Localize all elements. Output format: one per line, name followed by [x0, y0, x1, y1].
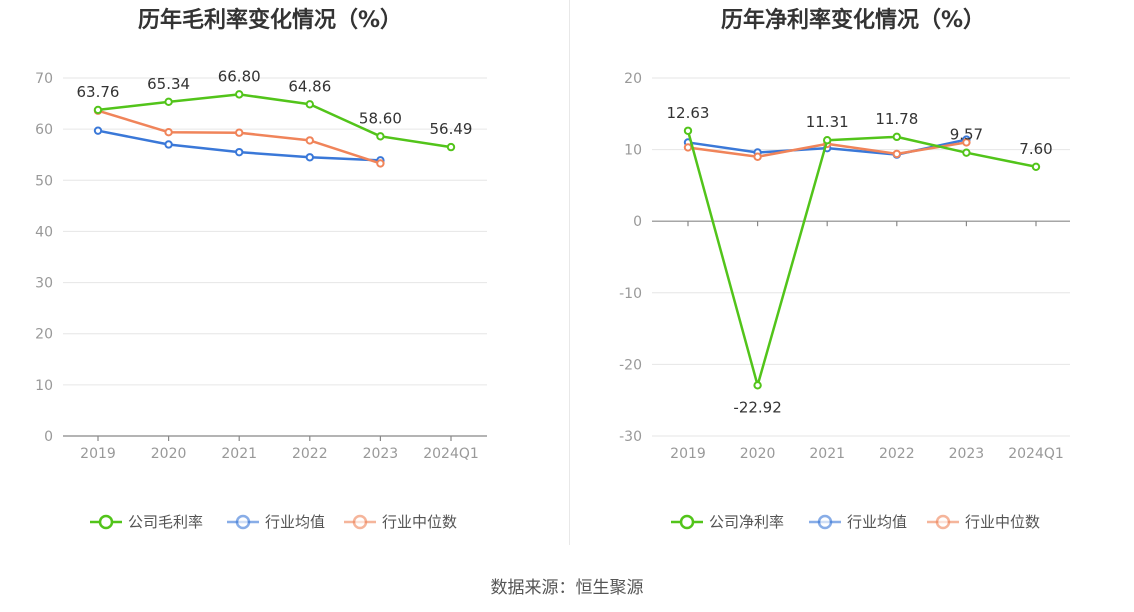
x-tick-label: 2023 — [949, 446, 985, 462]
legend-marker — [817, 514, 833, 530]
gross-margin-chart: 历年毛利率变化情况（%） 0 10 20 30 40 50 60 70 2019 2020 2021… — [35, 7, 487, 531]
data-point — [235, 128, 244, 137]
y-tick-label: 10 — [35, 378, 53, 394]
y-tick-label: 40 — [35, 224, 53, 240]
data-label: 64.86 — [288, 77, 331, 95]
y-tick-label: 20 — [35, 327, 53, 343]
y-tick-label: 0 — [44, 429, 53, 445]
legend-marker — [679, 514, 695, 530]
chart-title: 历年净利率变化情况（%） — [721, 7, 985, 33]
y-tick-label: 60 — [35, 122, 53, 138]
legend-marker — [235, 514, 251, 530]
x-tick-label: 2020 — [151, 446, 187, 462]
data-point — [962, 148, 971, 157]
legend-marker — [352, 514, 368, 530]
y-tick-label: 70 — [35, 71, 53, 87]
data-point — [962, 138, 971, 147]
panel-divider — [569, 0, 570, 545]
series-line — [97, 93, 452, 149]
data-point — [683, 143, 693, 152]
legend-label: 公司净利率 — [709, 513, 784, 531]
data-point — [164, 97, 173, 107]
legend-marker — [98, 514, 114, 530]
data-label: 9.57 — [950, 126, 983, 144]
x-tick-label: 2024Q1 — [1008, 446, 1064, 462]
data-point — [753, 381, 762, 390]
x-tick-label: 2019 — [670, 446, 706, 462]
legend-label: 行业中位数 — [382, 513, 457, 531]
data-point — [305, 136, 314, 145]
data-point — [376, 159, 385, 168]
y-tick-label: -20 — [619, 357, 642, 373]
y-tick-label: 30 — [35, 276, 53, 292]
data-label: 63.76 — [77, 83, 120, 101]
data-point — [164, 128, 173, 137]
y-tick-label: 50 — [35, 173, 53, 189]
data-point — [683, 126, 693, 135]
data-point — [376, 132, 385, 141]
x-tick-label: 2022 — [879, 446, 915, 462]
legend-label: 公司毛利率 — [128, 513, 203, 531]
chart-title: 历年毛利率变化情况（%） — [138, 7, 402, 33]
data-point — [892, 132, 901, 142]
data-label: 12.63 — [667, 104, 710, 122]
data-point — [305, 100, 314, 109]
data-point — [164, 140, 173, 149]
data-point — [93, 126, 103, 135]
legend-marker — [935, 514, 951, 530]
data-label: 58.60 — [359, 109, 402, 127]
data-point — [305, 153, 314, 162]
y-tick-label: 0 — [633, 214, 642, 230]
data-label: 65.34 — [147, 75, 190, 93]
data-point — [753, 152, 762, 161]
data-label: 56.49 — [430, 120, 473, 138]
net-margin-chart: 历年净利率变化情况（%） -30 -20 -10 0 10 20 2019 2020 2021 2… — [619, 7, 1070, 531]
series-line — [686, 130, 1037, 387]
x-tick-label: 2024Q1 — [423, 446, 479, 462]
data-point — [823, 136, 832, 145]
data-label: -22.92 — [733, 398, 781, 416]
data-point — [446, 142, 456, 152]
y-tick-label: 10 — [624, 143, 642, 159]
x-tick-label: 2022 — [292, 446, 328, 462]
legend-label: 行业均值 — [847, 513, 907, 531]
data-point — [1031, 162, 1041, 171]
x-tick-label: 2020 — [740, 446, 776, 462]
x-tick-label: 2021 — [809, 446, 845, 462]
data-point — [235, 147, 244, 157]
legend-label: 行业均值 — [265, 513, 325, 531]
data-label: 66.80 — [218, 67, 261, 85]
x-tick-label: 2019 — [80, 446, 116, 462]
data-label: 11.78 — [875, 110, 918, 128]
legend-label: 行业中位数 — [965, 513, 1040, 531]
x-tick-label: 2021 — [221, 446, 257, 462]
y-tick-label: 20 — [624, 71, 642, 87]
source-note: 数据来源：恒生聚源 — [490, 578, 644, 598]
data-point — [235, 90, 244, 99]
data-label: 11.31 — [806, 113, 849, 131]
x-tick-label: 2023 — [363, 446, 399, 462]
data-label: 7.60 — [1019, 140, 1052, 158]
y-tick-label: -30 — [619, 429, 642, 445]
data-point — [93, 105, 103, 115]
data-point — [892, 149, 901, 159]
y-tick-label: -10 — [619, 286, 642, 302]
